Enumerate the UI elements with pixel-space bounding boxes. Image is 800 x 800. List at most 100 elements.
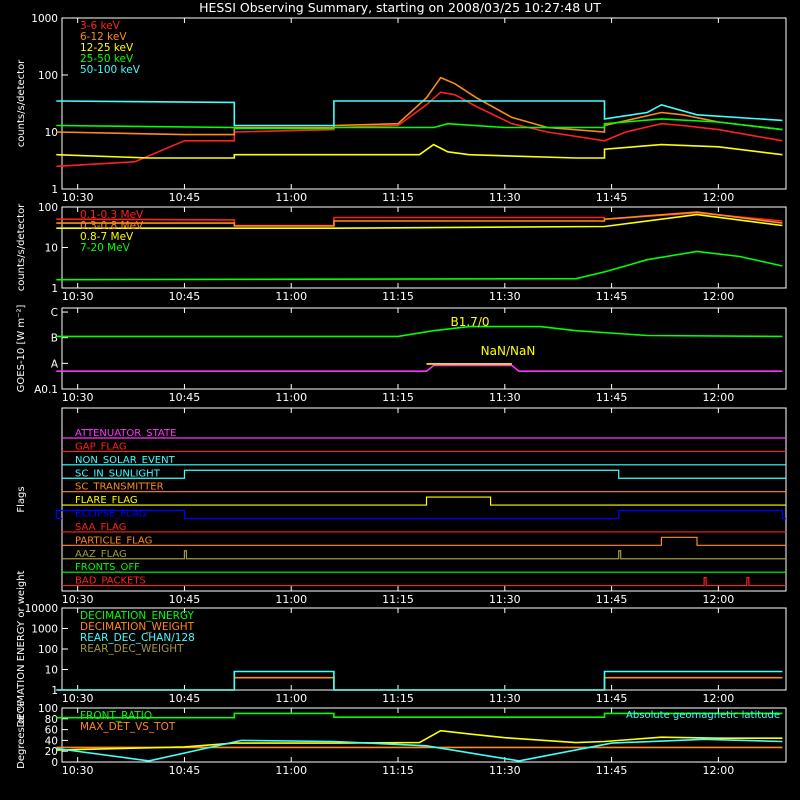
decimation-legend-1: DECIMATION_WEIGHT <box>80 621 195 633</box>
ratios-ytick-label: 0 <box>51 757 58 769</box>
flag-label-bad-packets: BAD_PACKETS <box>75 576 146 587</box>
flag-line-sc-in-sunlight <box>62 469 786 479</box>
lo-energy-xtick-label: 11:30 <box>489 191 521 204</box>
ratios-xtick-label: 10:30 <box>62 764 94 777</box>
panel-goes: 10:30 10:45 11:00 11:15 11:30 11:45 12:00 GOES-… <box>16 305 787 404</box>
flags-xtick-label: 10:30 <box>62 593 94 606</box>
decimation-xtick-label: 11:30 <box>489 692 521 705</box>
goes-ytick-label: B <box>51 333 58 345</box>
flag-label-fronts-off: FRONTS_OFF <box>75 562 140 573</box>
ratios-ytick-label: 20 <box>45 746 58 758</box>
goes-xtick-label: 12:00 <box>703 391 735 404</box>
lo-energy-legend-2: 12-25 keV <box>80 42 134 54</box>
hi-energy-xtick-label: 10:30 <box>62 290 94 303</box>
hi-energy-xtick-label: 11:30 <box>489 290 521 303</box>
ratios-xtick-label: 11:15 <box>382 764 414 777</box>
goes-xtick-label: 10:45 <box>169 391 201 404</box>
figure-title: HESSI Observing Summary, starting on 200… <box>199 0 601 15</box>
goes-annotation-class: B1.7/0 <box>451 315 490 329</box>
ratios-xtick-label: 10:45 <box>169 764 201 777</box>
lo-energy-xtick-label: 10:30 <box>62 191 94 204</box>
lo-energy-series-4 <box>56 100 783 127</box>
ratios-xtick-label: 11:45 <box>596 764 628 777</box>
panels: 10:30 10:45 11:00 11:15 11:30 11:45 12:00 count… <box>16 13 787 777</box>
flag-label-eclipse-flag: ECLIPSE_FLAG <box>75 509 146 520</box>
hi-energy-xtick-label: 11:45 <box>596 290 628 303</box>
goes-series-1 <box>56 364 783 373</box>
lo-energy-ytick-label: 1000 <box>31 13 58 25</box>
lo-energy-legend-4: 50-100 keV <box>80 64 141 76</box>
ratios-ytick-label: 40 <box>45 735 58 747</box>
goes-series-0 <box>56 325 783 338</box>
panel-hi-energy: 10:30 10:45 11:00 11:15 11:30 11:45 12:00 count… <box>16 202 787 303</box>
panel-flags: 10:30 10:45 11:00 11:15 11:30 11:45 12:00 Flags… <box>16 407 787 606</box>
lo-energy-xtick-label: 12:00 <box>703 191 735 204</box>
decimation-xtick-label: 11:45 <box>596 692 628 705</box>
hi-energy-series-3 <box>56 250 783 281</box>
ratios-xtick-label: 11:00 <box>275 764 307 777</box>
lo-energy-series-2 <box>56 143 783 159</box>
flags-xtick-label: 10:45 <box>169 593 201 606</box>
flag-label-flare-flag: FLARE_FLAG <box>75 495 138 506</box>
lo-energy-frame <box>61 17 787 190</box>
hi-energy-xtick-label: 12:00 <box>703 290 735 303</box>
flag-label-sc-in-sunlight: SC_IN_SUNLIGHT <box>75 468 161 479</box>
hi-energy-legend-2: 0.8-7 MeV <box>80 231 134 243</box>
ratios-frame <box>61 707 787 763</box>
decimation-ytick-label: 10 <box>45 665 58 677</box>
ratios-series-2 <box>56 729 783 751</box>
goes-xtick-label: 11:15 <box>382 391 414 404</box>
flag-line-particle-flag <box>62 536 786 546</box>
hi-energy-ytick-label: 1 <box>51 283 58 295</box>
ratios-ytick-label: 100 <box>38 703 58 715</box>
hi-energy-ylabel: counts/s/detector <box>16 203 27 291</box>
lo-energy-xtick-label: 11:45 <box>596 191 628 204</box>
lo-energy-ytick-label: 1 <box>51 184 58 196</box>
decimation-ytick-label: 100 <box>38 644 58 656</box>
decimation-ylabel: DECIMATION ENERGY or weight <box>16 570 27 727</box>
flag-label-aaz-flag: AAZ_FLAG <box>75 549 127 560</box>
ratios-right-label: Absolute geomagnetic latitude <box>626 710 780 721</box>
flag-line-eclipse-flag <box>55 509 786 520</box>
panel-decimation: 10:30 10:45 11:00 11:15 11:30 11:45 12:00 DECIM… <box>16 570 787 727</box>
hi-energy-legend-0: 0.1-0.3 MeV <box>80 209 144 221</box>
goes-xtick-label: 11:00 <box>275 391 307 404</box>
goes-ytick-label: A0.1 <box>34 384 58 396</box>
lo-energy-ylabel: counts/s/detector <box>16 59 27 147</box>
ratios-xtick-label: 12:00 <box>703 764 735 777</box>
panel-ratios: 10:30 10:45 11:00 11:15 11:30 11:45 12:00 Degre… <box>16 701 787 777</box>
decimation-legend-0: DECIMATION_ENERGY <box>80 610 194 622</box>
ratios-ytick-label: 80 <box>45 714 58 726</box>
flag-line-aaz-flag <box>62 550 786 560</box>
flag-line-flare-flag <box>62 496 786 506</box>
lo-energy-xtick-label: 10:45 <box>169 191 201 204</box>
decimation-xtick-label: 11:15 <box>382 692 414 705</box>
flag-label-saa-flag: SAA_FLAG <box>75 522 126 533</box>
goes-xtick-label: 11:45 <box>596 391 628 404</box>
flag-label-gap-flag: GAP_FLAG <box>75 441 127 452</box>
hi-energy-series-1 <box>56 211 783 227</box>
hi-energy-series-2 <box>56 213 783 229</box>
decimation-legend-2: REAR_DEC_CHAN/128 <box>80 632 195 644</box>
flags-xtick-label: 11:30 <box>489 593 521 606</box>
goes-frame <box>61 307 787 390</box>
decimation-ytick-label: 1000 <box>31 624 58 636</box>
hi-energy-legend-1: 0.3-0.8 MeV <box>80 220 144 232</box>
decimation-xtick-label: 10:30 <box>62 692 94 705</box>
ratios-ylabel: Degrees or % <box>16 701 27 769</box>
goes-ytick-label: C <box>51 307 58 319</box>
flag-label-attenuator-state: ATTENUATOR_STATE <box>75 428 176 439</box>
ratios-xtick-label: 11:30 <box>489 764 521 777</box>
flags-xtick-label: 11:00 <box>275 593 307 606</box>
lo-energy-ytick-label: 10 <box>45 127 58 139</box>
flags-xtick-label: 12:00 <box>703 593 735 606</box>
panel-lo-energy: 10:30 10:45 11:00 11:15 11:30 11:45 12:00 count… <box>16 13 787 204</box>
ratios-ytick-label: 60 <box>45 725 58 737</box>
decimation-ytick-label: 1 <box>51 685 58 697</box>
goes-ytick-label: A <box>51 358 59 370</box>
hi-energy-ytick-label: 100 <box>38 202 58 214</box>
decimation-xtick-label: 12:00 <box>703 692 735 705</box>
hi-energy-xtick-label: 10:45 <box>169 290 201 303</box>
ratios-series-3 <box>56 738 783 762</box>
